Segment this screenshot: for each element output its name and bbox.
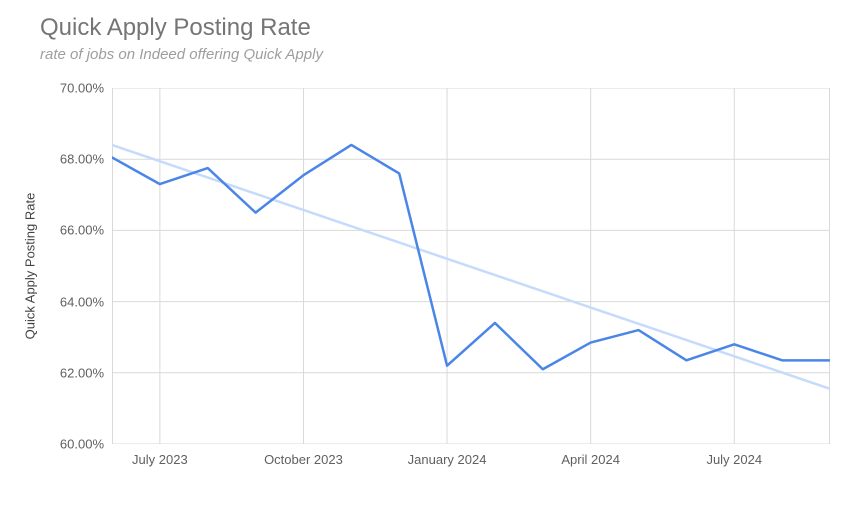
x-tick-label: April 2024 (561, 452, 620, 467)
x-tick-label: October 2023 (264, 452, 343, 467)
y-tick-label: 70.00% (50, 81, 104, 96)
x-tick-label: July 2023 (132, 452, 188, 467)
y-tick-label: 68.00% (50, 152, 104, 167)
plot-svg (112, 88, 830, 444)
y-axis-title: Quick Apply Posting Rate (23, 193, 38, 340)
chart-subtitle: rate of jobs on Indeed offering Quick Ap… (40, 46, 323, 63)
y-tick-label: 66.00% (50, 223, 104, 238)
y-tick-label: 60.00% (50, 437, 104, 452)
x-tick-label: July 2024 (706, 452, 762, 467)
y-tick-label: 64.00% (50, 294, 104, 309)
y-tick-label: 62.00% (50, 365, 104, 380)
chart-container: Quick Apply Posting Rate rate of jobs on… (0, 0, 855, 514)
plot-area (112, 88, 830, 444)
chart-title: Quick Apply Posting Rate (40, 14, 311, 42)
x-tick-label: January 2024 (408, 452, 487, 467)
